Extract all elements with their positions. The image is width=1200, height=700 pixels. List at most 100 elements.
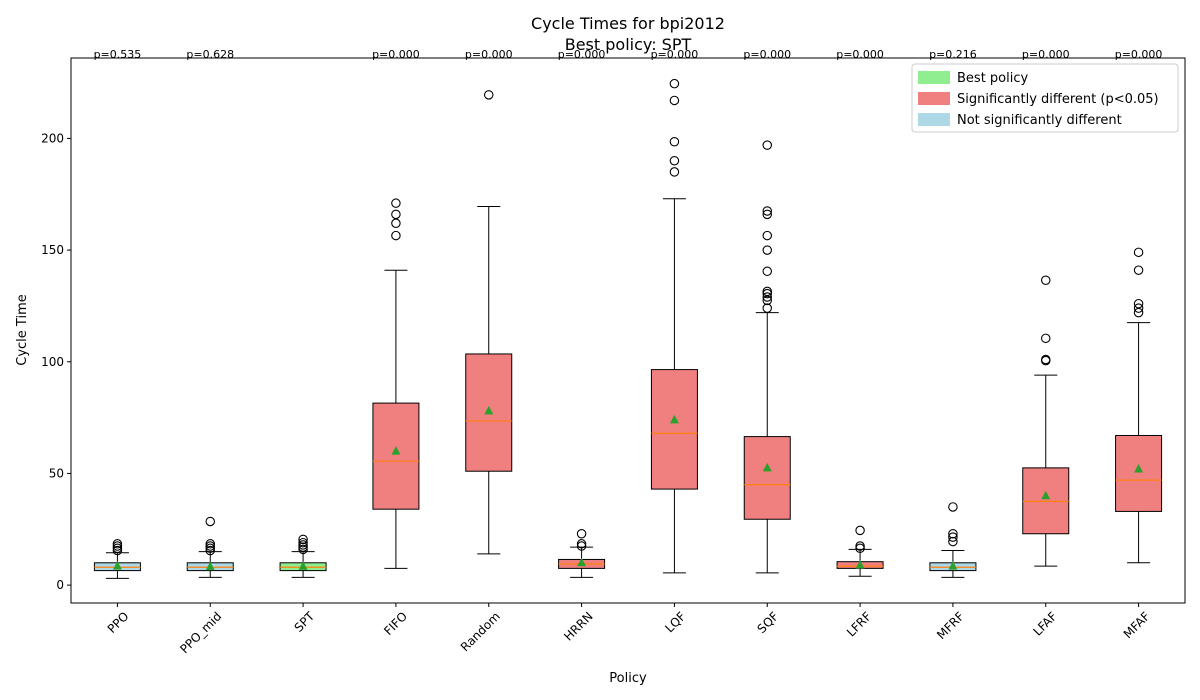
outlier-point	[205, 516, 216, 527]
p-value-label: p=0.000	[372, 48, 420, 61]
box-ppo	[93, 539, 141, 579]
x-tick-label: MFAF	[1121, 609, 1153, 641]
x-tick-label: FIFO	[381, 609, 410, 638]
box-fifo	[372, 198, 420, 569]
y-tick-label: 200	[41, 131, 64, 145]
iqr-box	[372, 402, 420, 510]
mean-marker	[205, 561, 215, 571]
outlier-point	[762, 140, 772, 150]
outlier-point	[205, 543, 216, 554]
p-value-label: p=0.628	[186, 48, 234, 61]
outlier-point	[483, 90, 494, 100]
mean-marker	[1041, 490, 1051, 500]
p-value-labels: p=0.535 p=0.628 p=0.000 p=0.000 p=0.000 p=0.0…	[94, 48, 1163, 61]
y-tick-label: 0	[56, 578, 64, 592]
legend-box	[911, 63, 1179, 133]
outlier-point	[1133, 298, 1144, 309]
x-tick-label: SQF	[755, 609, 782, 636]
outlier-point	[298, 540, 308, 550]
legend-label: Not significantly different	[957, 113, 1122, 128]
outlier-point	[855, 543, 865, 554]
x-axis: PPO PPO_mid SPT FIFO Random HRRN LQF SQF LFRF MFR…	[105, 603, 1153, 656]
legend-swatch	[918, 92, 950, 105]
outlier-point	[298, 544, 308, 555]
outlier-point	[391, 209, 401, 220]
outlier-point	[669, 137, 680, 147]
box-sqf	[743, 140, 791, 574]
x-tick-label: PPO_mid	[177, 609, 224, 656]
box-lfrf	[836, 525, 884, 577]
plot-area	[93, 78, 1163, 579]
outlier-point	[1041, 354, 1051, 365]
x-axis-label: Policy	[609, 671, 647, 686]
y-tick-label: 50	[49, 466, 64, 480]
outlier-point	[298, 542, 308, 552]
outlier-point	[112, 545, 123, 556]
outlier-point	[1133, 303, 1144, 313]
outlier-point	[762, 292, 772, 302]
x-tick-label: LFRF	[844, 609, 874, 639]
chart-subtitle: Best policy: SPT	[565, 35, 692, 54]
y-tick-label: 150	[41, 243, 64, 257]
mean-marker	[948, 561, 958, 570]
outlier-point	[762, 206, 772, 216]
y-tick-label: 100	[41, 355, 64, 369]
box-lqf	[650, 78, 698, 574]
outlier-point	[112, 539, 123, 549]
outlier-point	[391, 230, 401, 241]
box-spt	[279, 534, 327, 578]
mean-marker	[391, 446, 401, 455]
p-value-label: p=0.000	[836, 48, 884, 61]
box-ppo_mid	[186, 516, 234, 578]
box-mfrf	[929, 502, 977, 578]
x-tick-label: HRRN	[561, 609, 595, 643]
mean-marker	[577, 557, 587, 567]
p-value-label: p=0.000	[743, 48, 791, 61]
iqr-box	[743, 436, 791, 520]
chart-title: Cycle Times for bpi2012	[531, 14, 725, 33]
iqr-box	[1115, 434, 1163, 512]
outlier-point	[855, 541, 865, 551]
outlier-point	[1133, 265, 1144, 275]
x-tick-label: PPO	[105, 609, 132, 636]
x-tick-label: LFAF	[1030, 609, 1059, 638]
x-tick-label: SPT	[292, 609, 318, 635]
outlier-point	[855, 525, 865, 536]
outlier-point	[298, 537, 308, 548]
outlier-point	[576, 541, 587, 551]
legend-swatch	[918, 71, 950, 84]
legend-label: Best policy	[957, 71, 1028, 86]
p-value-label: p=0.000	[1115, 48, 1163, 61]
outlier-point	[669, 95, 680, 106]
outlier-point	[576, 539, 587, 549]
p-value-label: p=0.000	[1022, 48, 1070, 61]
x-tick-label: Random	[458, 609, 503, 654]
outlier-point	[576, 529, 587, 539]
mean-marker	[762, 462, 772, 472]
outlier-point	[762, 288, 772, 299]
outlier-point	[391, 218, 401, 229]
outlier-point	[948, 536, 958, 547]
mean-marker	[112, 561, 122, 570]
outlier-point	[298, 534, 308, 545]
outlier-point	[205, 545, 216, 556]
mean-marker	[298, 561, 308, 570]
outlier-point	[1041, 275, 1051, 285]
outlier-point	[205, 541, 216, 551]
mean-marker	[855, 560, 865, 569]
p-value-label: p=0.000	[558, 48, 606, 61]
p-value-label: p=0.000	[651, 48, 699, 61]
outlier-point	[762, 286, 772, 297]
mean-marker	[484, 405, 494, 415]
outlier-point	[1133, 247, 1144, 258]
box-random	[465, 90, 513, 555]
outlier-point	[669, 78, 680, 89]
p-value-label: p=0.000	[465, 48, 513, 61]
outlier-point	[762, 230, 772, 241]
outlier-point	[669, 155, 680, 166]
iqr-box	[650, 369, 698, 490]
legend-swatch	[918, 113, 950, 126]
outlier-point	[948, 532, 958, 542]
legend-label: Significantly different (p<0.05)	[957, 92, 1159, 107]
